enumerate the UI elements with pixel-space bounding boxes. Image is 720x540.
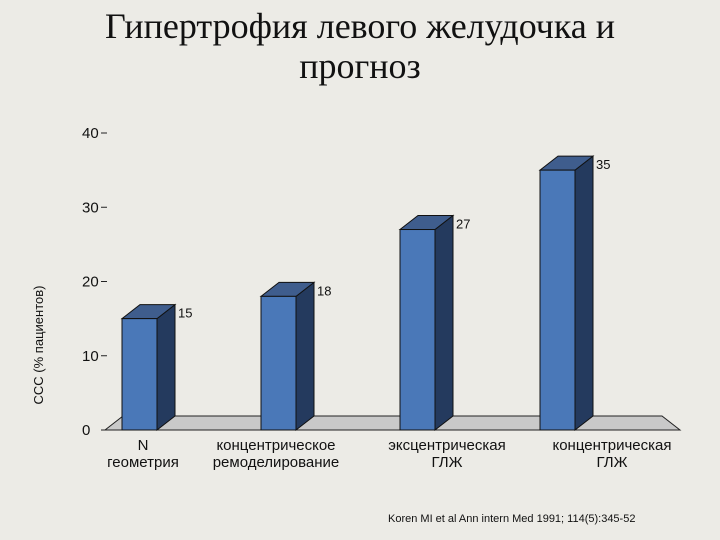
y-tick-label: 40 xyxy=(82,125,99,142)
bar xyxy=(398,214,455,432)
category-label-line: ГЛЖ xyxy=(432,454,463,471)
y-tick-label: 10 xyxy=(82,348,99,365)
y-tick-label: 0 xyxy=(82,422,90,439)
category-label-line: геометрия xyxy=(107,454,179,471)
bar-front xyxy=(121,318,158,431)
category-label-line: концентрическое xyxy=(216,437,335,454)
category-label-line: ГЛЖ xyxy=(597,454,628,471)
category-label-line: N xyxy=(138,437,149,454)
bar-side xyxy=(574,155,594,432)
category-label-line: эксцентрическая xyxy=(388,437,506,454)
bar-side xyxy=(295,281,315,432)
bars xyxy=(120,155,595,432)
bar xyxy=(538,155,595,432)
chart-title-line-2: прогноз xyxy=(299,46,421,86)
bar-side xyxy=(156,303,176,432)
value-label: 35 xyxy=(596,157,610,172)
bar-front xyxy=(399,229,436,431)
value-label: 15 xyxy=(178,306,192,321)
value-label: 18 xyxy=(317,283,331,298)
bar-front xyxy=(539,169,576,431)
bar xyxy=(120,303,177,432)
bar-front xyxy=(260,295,297,431)
chart-title: Гипертрофия левого желудочка и прогноз xyxy=(0,6,720,86)
source-citation: Koren MI et al Ann intern Med 1991; 114(… xyxy=(388,513,636,525)
category-label-line: концентрическая xyxy=(552,437,671,454)
bar-side xyxy=(434,214,454,432)
chart-floor xyxy=(103,415,682,431)
chart-title-line-1: Гипертрофия левого желудочка и xyxy=(104,6,616,46)
bar xyxy=(259,281,316,432)
y-axis-ticks: 0 10 20 30 40 xyxy=(82,125,107,439)
y-tick-label: 30 xyxy=(82,199,99,216)
floor-plane xyxy=(103,415,682,431)
value-labels: 15 18 27 35 xyxy=(178,157,610,321)
category-label-line: ремоделирование xyxy=(213,454,340,471)
y-tick-label: 20 xyxy=(82,274,99,291)
y-axis-label: ССС (% пациентов) xyxy=(31,286,46,405)
value-label: 27 xyxy=(456,217,470,232)
